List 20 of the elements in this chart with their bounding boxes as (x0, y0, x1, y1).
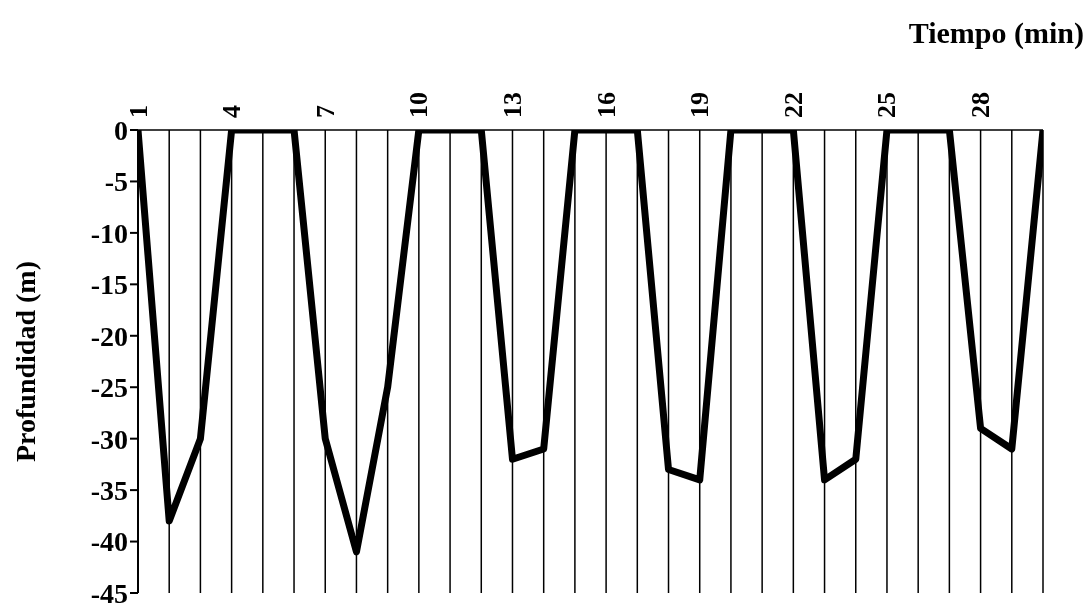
x-tick-label: 19 (685, 92, 715, 118)
x-tick-label: 7 (310, 105, 340, 118)
x-tick-label: 25 (872, 92, 902, 118)
x-tick-label: 16 (591, 92, 621, 118)
x-tick-label: 22 (778, 92, 808, 118)
y-axis-title: Profundidad (m) (9, 261, 41, 462)
x-tick-label: 28 (966, 92, 996, 118)
y-tick-label: -45 (90, 577, 128, 609)
y-tick-label: -35 (90, 475, 128, 507)
y-tick-label: -5 (104, 166, 128, 198)
x-axis-title: Tiempo (min) (908, 16, 1084, 50)
y-tick-label: -30 (90, 423, 128, 455)
x-tick-label: 13 (497, 92, 527, 118)
x-tick-label: 4 (217, 105, 247, 118)
y-tick-label: -40 (90, 526, 128, 558)
y-tick-label: -10 (90, 217, 128, 249)
x-tick-label: 10 (404, 92, 434, 118)
y-tick-label: -15 (90, 269, 128, 301)
y-tick-label: -20 (90, 320, 128, 352)
y-tick-label: -25 (90, 372, 128, 404)
